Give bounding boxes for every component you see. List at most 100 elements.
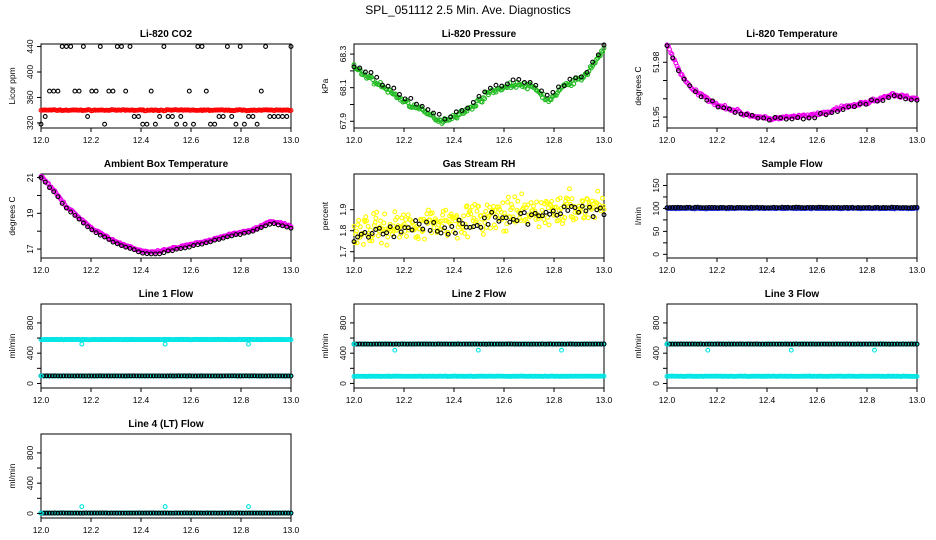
data-point bbox=[883, 205, 889, 211]
data-point bbox=[55, 373, 61, 379]
data-point bbox=[195, 510, 201, 516]
data-point bbox=[727, 106, 732, 112]
data-point bbox=[167, 373, 173, 379]
data-point bbox=[150, 373, 156, 379]
data-point bbox=[587, 341, 593, 347]
data-point bbox=[448, 211, 454, 217]
x-tick-label: 12.2 bbox=[396, 395, 413, 405]
data-point bbox=[883, 341, 889, 347]
data-point bbox=[106, 236, 112, 242]
data-point bbox=[38, 121, 44, 127]
data-point bbox=[692, 89, 698, 95]
data-point bbox=[553, 92, 559, 98]
x-tick-label: 12.6 bbox=[809, 135, 826, 145]
data-point bbox=[525, 202, 531, 208]
data-point bbox=[201, 510, 207, 516]
data-point bbox=[403, 217, 409, 223]
data-point bbox=[684, 204, 690, 210]
data-point bbox=[385, 234, 391, 240]
data-point bbox=[266, 373, 271, 379]
data-point bbox=[136, 249, 141, 255]
data-point bbox=[546, 222, 552, 228]
plot-frame bbox=[353, 173, 605, 259]
data-point bbox=[684, 341, 690, 347]
data-point bbox=[505, 194, 511, 200]
data-points bbox=[38, 174, 294, 257]
data-point bbox=[442, 225, 448, 231]
x-tick-label: 12.4 bbox=[133, 395, 150, 405]
data-point bbox=[906, 341, 912, 347]
data-point bbox=[838, 205, 844, 211]
data-point bbox=[404, 233, 409, 239]
data-point bbox=[542, 220, 548, 226]
data-point bbox=[358, 231, 364, 237]
data-point bbox=[267, 114, 273, 119]
data-point bbox=[388, 341, 393, 347]
data-point bbox=[732, 109, 738, 115]
data-point bbox=[849, 341, 855, 347]
data-point bbox=[277, 510, 283, 516]
data-point bbox=[664, 43, 670, 49]
data-point bbox=[416, 221, 422, 227]
data-point bbox=[102, 234, 108, 240]
data-point bbox=[590, 214, 596, 220]
data-point bbox=[382, 211, 388, 217]
data-point bbox=[415, 236, 421, 242]
data-point bbox=[284, 114, 290, 119]
data-point bbox=[824, 205, 830, 210]
data-point bbox=[181, 373, 187, 379]
data-point bbox=[111, 373, 117, 379]
data-point bbox=[68, 44, 74, 49]
data-point bbox=[578, 74, 584, 80]
y-axis-label: degrees C bbox=[633, 66, 643, 105]
data-point bbox=[855, 341, 861, 347]
data-point bbox=[444, 341, 450, 347]
data-point bbox=[681, 341, 687, 347]
data-point bbox=[703, 341, 709, 347]
data-point bbox=[802, 205, 808, 211]
data-point bbox=[405, 212, 411, 218]
data-point bbox=[600, 49, 606, 55]
data-point bbox=[689, 205, 695, 211]
data-point bbox=[567, 76, 573, 82]
panel-10: Line 4 (LT) Flow 12.0 12.2 12.4 12.6 12.8 13.0… bbox=[7, 419, 300, 535]
data-point bbox=[223, 373, 229, 379]
data-point bbox=[376, 225, 382, 231]
data-point bbox=[122, 373, 128, 379]
y-axis: 0 400 800 bbox=[25, 316, 41, 386]
data-point bbox=[178, 373, 184, 379]
data-point bbox=[365, 223, 371, 229]
y-axis-label: Licor ppm bbox=[7, 67, 17, 104]
data-point bbox=[734, 341, 740, 347]
data-point bbox=[863, 341, 869, 347]
data-point bbox=[525, 221, 531, 227]
data-point bbox=[47, 88, 52, 94]
data-point bbox=[131, 114, 137, 119]
data-point bbox=[162, 504, 168, 510]
data-point bbox=[817, 111, 823, 116]
data-point bbox=[908, 97, 914, 103]
data-point bbox=[536, 224, 542, 230]
data-point bbox=[587, 64, 593, 70]
data-point bbox=[117, 510, 123, 516]
data-point bbox=[357, 224, 363, 230]
y-tick-label: 51.98 bbox=[651, 51, 661, 73]
data-point bbox=[391, 234, 397, 240]
data-point bbox=[793, 341, 799, 347]
data-point bbox=[408, 95, 414, 101]
data-point bbox=[394, 214, 400, 220]
data-point bbox=[517, 341, 523, 347]
y-axis: 320 360 400 440 bbox=[25, 39, 41, 130]
data-point bbox=[438, 230, 444, 236]
data-point bbox=[419, 103, 425, 109]
data-point bbox=[260, 510, 266, 516]
data-point bbox=[59, 44, 65, 49]
data-point bbox=[41, 373, 47, 379]
data-point bbox=[536, 89, 542, 95]
x-tick-label: 12.2 bbox=[709, 265, 726, 275]
data-point bbox=[106, 88, 112, 94]
data-point bbox=[776, 205, 782, 211]
data-point bbox=[731, 205, 737, 211]
data-point bbox=[766, 117, 772, 123]
x-axis: 12.0 12.2 12.4 12.6 12.8 13.0 bbox=[33, 388, 300, 405]
